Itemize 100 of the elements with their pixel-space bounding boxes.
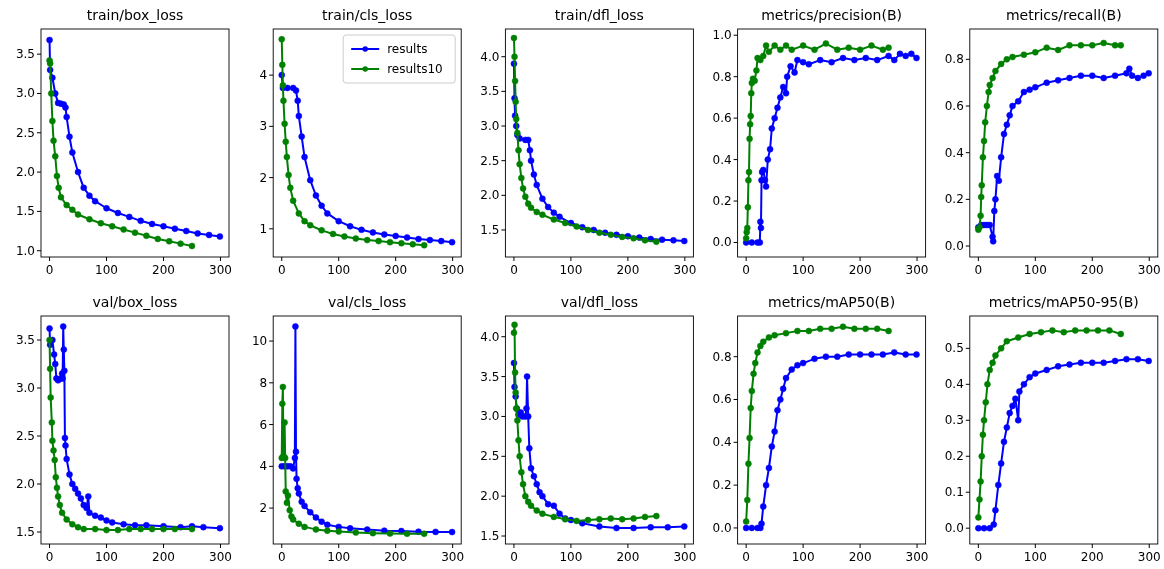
y-tick-label: 0.2 [944,192,964,207]
x-tick-label: 200 [152,550,175,564]
x-tick-label: 100 [559,263,583,277]
x-tick-label: 200 [848,263,872,277]
y-tick-label: 3.0 [480,409,500,424]
y-tick-label: 0.4 [712,152,732,167]
y-tick-label: 2 [259,501,268,516]
y-tick-label: 4 [259,459,268,474]
y-tick-label: 0.6 [712,392,732,407]
x-tick-label: 200 [152,263,175,277]
x-tick-label: 100 [95,263,118,277]
x-tick-label: 300 [905,550,929,564]
chart-title: metrics/recall(B) [1005,7,1122,23]
chart-title: train/dfl_loss [554,7,644,23]
y-tick-label: 3.0 [480,119,500,134]
chart-title: val/cls_loss [328,294,407,310]
x-tick-label: 100 [327,550,351,564]
x-tick-label: 100 [791,263,815,277]
y-tick-label: 0.0 [712,520,732,535]
y-tick-label: 0.2 [944,449,964,464]
x-tick-label: 200 [1080,550,1104,564]
y-tick-label: 1.5 [15,525,35,539]
x-tick-label: 300 [673,550,697,564]
y-tick-label: 2.0 [480,489,500,504]
x-tick-label: 0 [742,263,750,277]
x-tick-label: 0 [45,263,54,277]
x-tick-label: 300 [1137,263,1161,277]
x-tick-label: 200 [616,550,640,564]
y-tick-label: 0.3 [944,413,964,428]
y-tick-label: 2 [259,170,268,185]
y-tick-label: 1.0 [15,243,35,258]
x-tick-label: 0 [277,263,286,277]
y-tick-label: 3.5 [15,47,35,62]
y-tick-label: 3.0 [15,86,35,101]
x-tick-label: 0 [510,263,518,277]
y-tick-label: 0.6 [712,111,732,126]
y-tick-label: 3.5 [15,333,35,347]
y-tick-label: 0.5 [944,341,964,356]
y-tick-label: 0.2 [712,194,732,209]
x-tick-label: 300 [1137,550,1161,564]
y-tick-label: 4.0 [480,49,500,64]
y-tick-label: 1.5 [15,204,35,219]
chart-title: train/box_loss [86,7,184,23]
x-tick-label: 0 [45,550,54,564]
y-tick-label: 0.4 [944,145,964,160]
x-tick-label: 300 [905,263,929,277]
x-tick-label: 200 [1080,263,1104,277]
y-tick-label: 0.8 [944,52,964,67]
legend-label: results10 [387,62,443,76]
x-tick-label: 100 [1023,263,1047,277]
y-tick-label: 3.0 [15,381,35,395]
y-tick-label: 10 [251,334,268,349]
chart-title: train/cls_loss [322,7,413,23]
x-tick-label: 200 [384,263,408,277]
x-tick-label: 0 [742,550,750,564]
y-tick-label: 8 [259,375,268,390]
x-tick-label: 100 [95,550,118,564]
y-tick-label: 0.0 [712,235,732,250]
y-tick-label: 1.5 [480,222,500,237]
x-tick-label: 100 [791,550,815,564]
y-tick-label: 1.0 [712,28,732,43]
y-tick-label: 2.5 [480,449,500,464]
chart-title: val/box_loss [92,294,178,310]
x-tick-label: 100 [1023,550,1047,564]
y-tick-label: 0.8 [712,69,732,84]
y-tick-label: 2.5 [480,153,500,168]
y-tick-label: 2.0 [15,477,35,491]
y-tick-label: 0.6 [944,99,964,114]
chart-title: metrics/mAP50-95(B) [988,294,1139,310]
y-tick-label: 2.5 [15,429,35,443]
y-tick-label: 0.4 [944,377,964,392]
x-tick-label: 300 [441,263,465,277]
x-tick-label: 0 [974,263,983,277]
x-tick-label: 200 [848,550,872,564]
y-tick-label: 2.0 [15,165,35,180]
y-tick-label: 2.0 [480,188,500,203]
y-tick-label: 4 [259,68,268,83]
x-tick-label: 300 [673,263,697,277]
y-tick-label: 0.2 [712,478,732,493]
x-tick-label: 0 [510,550,518,564]
x-tick-label: 300 [209,263,232,277]
y-tick-label: 1.5 [480,529,500,544]
y-tick-label: 4.0 [480,329,500,344]
y-tick-label: 3 [259,119,268,134]
x-tick-label: 300 [209,550,232,564]
x-tick-label: 200 [616,263,640,277]
y-tick-label: 0.0 [944,239,964,254]
x-tick-label: 200 [384,550,408,564]
chart-title: metrics/mAP50(B) [768,294,896,310]
y-tick-label: 0.0 [944,521,964,536]
y-tick-label: 6 [259,417,268,432]
y-tick-label: 1 [259,221,268,236]
y-tick-label: 0.1 [944,485,964,500]
legend-label: results [387,42,428,56]
x-tick-label: 100 [327,263,351,277]
y-tick-label: 3.5 [480,369,500,384]
x-tick-label: 300 [441,550,465,564]
y-tick-label: 0.4 [712,435,732,450]
x-tick-label: 0 [277,550,286,564]
chart-title: metrics/precision(B) [761,7,902,23]
